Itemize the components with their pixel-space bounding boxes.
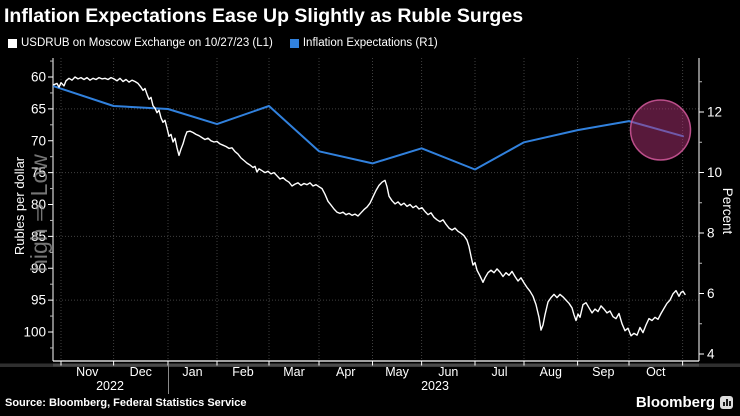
left-axis-tick-label: 80 bbox=[31, 197, 46, 212]
month-label: Aug bbox=[540, 365, 562, 379]
year-label: 2022 bbox=[96, 379, 124, 393]
legend-label: Inflation Expectations (R1) bbox=[302, 37, 438, 49]
bloomberg-logo: Bloomberg bbox=[636, 394, 733, 411]
bloomberg-terminal-icon bbox=[720, 396, 733, 409]
left-axis-tick-label: 70 bbox=[31, 133, 46, 148]
month-label: Apr bbox=[336, 365, 355, 379]
month-label: Jan bbox=[182, 365, 202, 379]
month-label: May bbox=[385, 365, 409, 379]
axis-direction-watermark: high ⇒ Low bbox=[26, 154, 52, 272]
chart-title: Inflation Expectations Ease Up Slightly … bbox=[4, 5, 524, 27]
left-axis-tick-label: 100 bbox=[23, 325, 46, 340]
left-axis-tick-label: 85 bbox=[31, 229, 46, 244]
year-label: 2023 bbox=[421, 379, 449, 393]
left-axis-title: Rubles per dollar bbox=[12, 156, 27, 256]
month-label: Oct bbox=[646, 365, 666, 379]
left-axis-tick-label: 75 bbox=[31, 165, 46, 180]
right-axis-tick-label: 6 bbox=[707, 286, 715, 301]
inflation-expectations-line bbox=[53, 85, 684, 171]
left-axis-tick-label: 95 bbox=[31, 293, 46, 308]
right-axis-title: Percent bbox=[720, 187, 735, 235]
highlight-circle-annotation bbox=[629, 99, 692, 161]
right-axis-tick-label: 4 bbox=[707, 347, 715, 362]
left-axis-tick-label: 90 bbox=[31, 261, 46, 276]
right-axis-tick-label: 12 bbox=[707, 105, 722, 120]
left-axis-tick-label: 60 bbox=[31, 70, 46, 85]
right-axis-tick-label: 10 bbox=[707, 165, 722, 180]
legend: USDRUB on Moscow Exchange on 10/27/23 (L… bbox=[8, 37, 438, 49]
legend-item-0: USDRUB on Moscow Exchange on 10/27/23 (L… bbox=[8, 37, 273, 49]
left-axis-tick-label: 65 bbox=[31, 101, 46, 116]
right-axis-tick-label: 8 bbox=[707, 226, 715, 241]
legend-item-1: Inflation Expectations (R1) bbox=[289, 37, 438, 49]
month-label: Nov bbox=[76, 365, 99, 379]
month-label: Dec bbox=[130, 365, 152, 379]
source-credit: Source: Bloomberg, Federal Statistics Se… bbox=[5, 397, 247, 409]
bloomberg-wordmark: Bloomberg bbox=[635, 394, 715, 411]
month-label: Feb bbox=[232, 365, 254, 379]
legend-swatch-icon bbox=[289, 38, 299, 48]
month-label: Jul bbox=[492, 365, 508, 379]
legend-swatch-icon bbox=[8, 38, 17, 48]
month-label: Jun bbox=[438, 365, 458, 379]
usdrub-line bbox=[53, 76, 686, 337]
month-label: Sep bbox=[592, 365, 614, 379]
month-label: Mar bbox=[283, 365, 305, 379]
range-slider-handle[interactable] bbox=[53, 363, 699, 367]
legend-label: USDRUB on Moscow Exchange on 10/27/23 (L… bbox=[21, 37, 273, 49]
